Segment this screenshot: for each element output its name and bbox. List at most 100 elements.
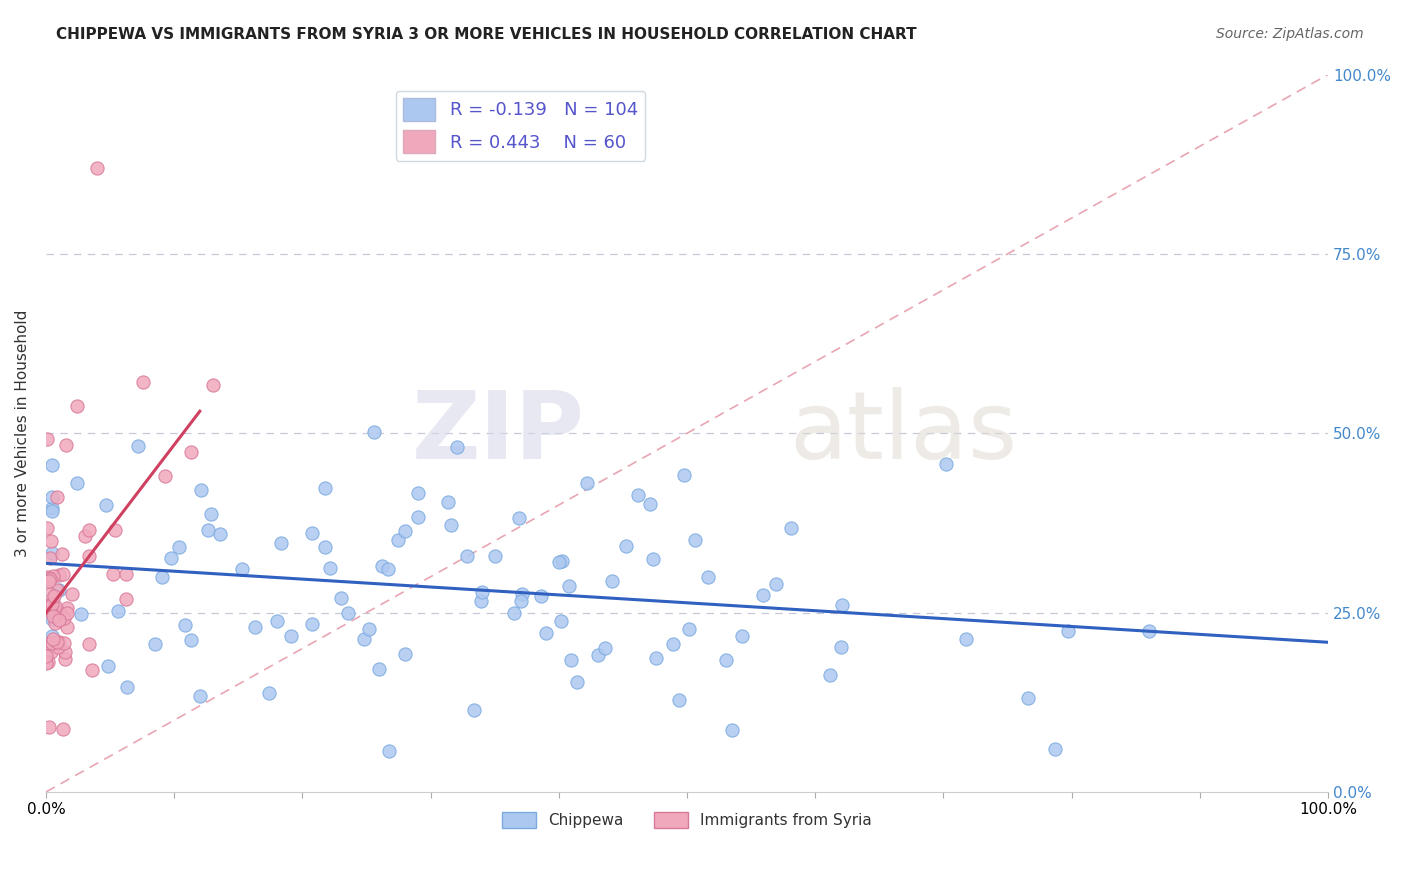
Point bbox=[39, 645, 62, 659]
Point bbox=[44, 599, 66, 613]
Point bbox=[77, 523, 100, 537]
Point bbox=[42, 608, 65, 623]
Point bbox=[600, 574, 623, 588]
Text: Source: ZipAtlas.com: Source: ZipAtlas.com bbox=[1216, 27, 1364, 41]
Point bbox=[678, 622, 700, 636]
Point bbox=[48, 613, 70, 627]
Point bbox=[127, 439, 149, 453]
Point bbox=[643, 551, 665, 566]
Point bbox=[143, 637, 166, 651]
Point bbox=[42, 632, 65, 647]
Point bbox=[337, 606, 360, 620]
Point bbox=[614, 539, 637, 553]
Point bbox=[41, 629, 63, 643]
Point bbox=[668, 693, 690, 707]
Point bbox=[52, 723, 75, 737]
Point bbox=[173, 617, 195, 632]
Point bbox=[42, 589, 65, 603]
Point bbox=[662, 638, 685, 652]
Point bbox=[39, 600, 62, 615]
Point bbox=[39, 533, 62, 548]
Point bbox=[697, 570, 720, 584]
Point bbox=[56, 601, 79, 615]
Point bbox=[39, 572, 62, 586]
Point bbox=[46, 640, 69, 655]
Point bbox=[35, 657, 58, 671]
Point bbox=[314, 481, 336, 495]
Point bbox=[52, 566, 75, 581]
Point bbox=[370, 559, 392, 574]
Point bbox=[1057, 624, 1080, 638]
Point bbox=[731, 629, 754, 643]
Point bbox=[406, 485, 429, 500]
Point bbox=[510, 594, 533, 608]
Point bbox=[231, 562, 253, 576]
Point bbox=[42, 568, 65, 582]
Point bbox=[394, 647, 416, 661]
Point bbox=[52, 611, 75, 625]
Point bbox=[377, 562, 399, 576]
Point bbox=[1137, 624, 1160, 639]
Point bbox=[101, 566, 124, 581]
Point bbox=[387, 533, 409, 547]
Point bbox=[329, 591, 352, 606]
Point bbox=[41, 490, 63, 504]
Point bbox=[440, 517, 463, 532]
Point bbox=[314, 540, 336, 554]
Point bbox=[672, 468, 695, 483]
Point bbox=[301, 617, 323, 632]
Point bbox=[132, 375, 155, 389]
Point bbox=[765, 576, 787, 591]
Point bbox=[35, 648, 58, 663]
Point bbox=[508, 511, 530, 525]
Point bbox=[208, 527, 231, 541]
Point bbox=[484, 549, 506, 563]
Point bbox=[115, 567, 138, 582]
Point bbox=[53, 645, 76, 659]
Point bbox=[714, 653, 737, 667]
Point bbox=[41, 600, 63, 615]
Point bbox=[48, 582, 70, 597]
Point bbox=[200, 507, 222, 521]
Point bbox=[60, 586, 83, 600]
Point bbox=[37, 433, 59, 447]
Point bbox=[41, 546, 63, 560]
Point bbox=[547, 555, 569, 569]
Point bbox=[752, 588, 775, 602]
Point bbox=[51, 547, 73, 561]
Point bbox=[77, 637, 100, 651]
Point bbox=[94, 498, 117, 512]
Point bbox=[56, 606, 79, 620]
Legend: Chippewa, Immigrants from Syria: Chippewa, Immigrants from Syria bbox=[496, 806, 877, 835]
Point bbox=[46, 490, 69, 504]
Point bbox=[37, 521, 59, 535]
Point bbox=[301, 526, 323, 541]
Y-axis label: 3 or more Vehicles in Household: 3 or more Vehicles in Household bbox=[15, 310, 30, 557]
Point bbox=[551, 553, 574, 567]
Point bbox=[357, 622, 380, 636]
Point bbox=[37, 655, 59, 669]
Point bbox=[86, 161, 108, 175]
Point bbox=[721, 723, 744, 737]
Point bbox=[831, 599, 853, 613]
Point bbox=[53, 652, 76, 666]
Point bbox=[55, 437, 77, 451]
Point bbox=[56, 620, 79, 634]
Point bbox=[640, 498, 662, 512]
Point bbox=[558, 579, 581, 593]
Point bbox=[780, 521, 803, 535]
Text: ZIP: ZIP bbox=[412, 387, 585, 479]
Point bbox=[266, 615, 288, 629]
Point bbox=[41, 504, 63, 518]
Point bbox=[41, 458, 63, 472]
Point bbox=[446, 441, 468, 455]
Point bbox=[77, 549, 100, 564]
Point bbox=[180, 444, 202, 458]
Point bbox=[53, 636, 76, 650]
Point bbox=[1017, 691, 1039, 706]
Point bbox=[935, 458, 957, 472]
Point bbox=[377, 743, 399, 757]
Point bbox=[245, 620, 267, 634]
Point bbox=[319, 561, 342, 575]
Point bbox=[437, 495, 460, 509]
